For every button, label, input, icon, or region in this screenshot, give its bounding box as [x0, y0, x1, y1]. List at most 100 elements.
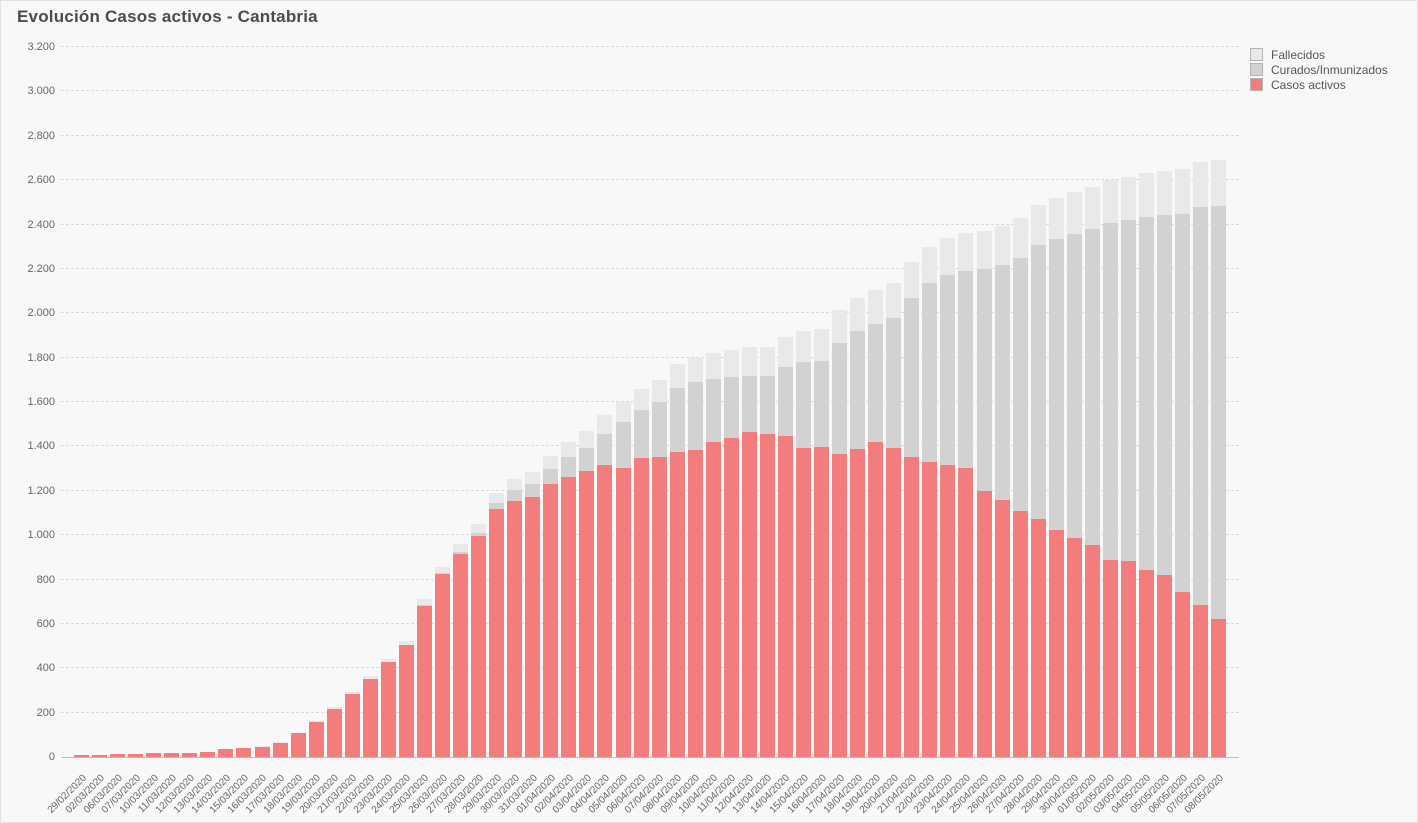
bar-26/03/2020[interactable]	[435, 566, 450, 757]
segment-curados-inmunizados	[579, 447, 595, 471]
gridline-1.000	[61, 534, 1239, 536]
bar-30/04/2020[interactable]	[1066, 192, 1082, 757]
segment-casos-activos	[1084, 545, 1100, 757]
bar-23/04/2020[interactable]	[940, 237, 956, 757]
segment-casos-activos	[1138, 570, 1154, 757]
bar-01/05/2020[interactable]	[1084, 186, 1100, 757]
bar-21/03/2020[interactable]	[344, 692, 360, 757]
bar-01/04/2020[interactable]	[543, 455, 559, 757]
bar-15/03/2020[interactable]	[236, 747, 252, 757]
segment-fallecidos	[579, 430, 595, 448]
bar-19/03/2020[interactable]	[308, 721, 324, 757]
legend-item-fallecidos[interactable]: Fallecidos	[1250, 47, 1388, 62]
bar-31/03/2020[interactable]	[525, 472, 541, 757]
bar-08/04/2020[interactable]	[669, 364, 685, 757]
bar-19/04/2020[interactable]	[868, 289, 884, 757]
bar-12/04/2020[interactable]	[741, 347, 757, 757]
bar-28/04/2020[interactable]	[1030, 204, 1046, 757]
bar-28/03/2020[interactable]	[471, 524, 487, 757]
segment-casos-activos	[326, 708, 342, 757]
bar-06/03/2020[interactable]	[110, 753, 126, 757]
bar-05/05/2020[interactable]	[1157, 171, 1172, 757]
segment-curados-inmunizados	[669, 388, 685, 453]
segment-casos-activos	[976, 490, 992, 757]
bar-02/03/2020[interactable]	[92, 754, 108, 757]
bar-16/04/2020[interactable]	[814, 328, 830, 757]
bar-07/03/2020[interactable]	[128, 753, 144, 757]
bar-02/04/2020[interactable]	[561, 441, 577, 757]
bar-24/04/2020[interactable]	[958, 232, 974, 757]
bar-27/04/2020[interactable]	[1012, 217, 1028, 757]
segment-curados-inmunizados	[850, 331, 866, 449]
bar-22/04/2020[interactable]	[922, 246, 938, 757]
bar-21/04/2020[interactable]	[904, 262, 920, 757]
bar-07/04/2020[interactable]	[651, 379, 667, 757]
bar-04/05/2020[interactable]	[1138, 173, 1154, 757]
segment-casos-activos	[525, 496, 541, 757]
bar-06/04/2020[interactable]	[633, 388, 649, 757]
segment-casos-activos	[561, 477, 577, 757]
bar-24/03/2020[interactable]	[398, 640, 414, 757]
bar-25/03/2020[interactable]	[416, 599, 432, 757]
segment-casos-activos	[1120, 560, 1136, 757]
bar-22/03/2020[interactable]	[362, 676, 378, 757]
segment-fallecidos	[471, 524, 487, 533]
bar-25/04/2020[interactable]	[976, 230, 992, 757]
bar-05/04/2020[interactable]	[615, 402, 631, 757]
legend-item-curados[interactable]: Curados/Inmunizados	[1250, 62, 1388, 77]
bar-20/04/2020[interactable]	[886, 283, 902, 757]
segment-fallecidos	[489, 493, 505, 503]
bar-18/04/2020[interactable]	[850, 297, 866, 757]
bar-20/03/2020[interactable]	[326, 707, 342, 757]
bar-29/02/2020[interactable]	[74, 754, 89, 757]
segment-fallecidos	[814, 328, 830, 361]
bar-27/03/2020[interactable]	[453, 544, 469, 757]
bar-11/03/2020[interactable]	[164, 753, 180, 757]
bar-29/03/2020[interactable]	[489, 493, 505, 757]
segment-fallecidos	[940, 237, 956, 275]
segment-fallecidos	[543, 455, 559, 470]
segment-casos-activos	[759, 433, 775, 757]
plot-area	[61, 46, 1239, 758]
segment-fallecidos	[1102, 180, 1118, 223]
bar-12/03/2020[interactable]	[182, 752, 198, 757]
bar-04/04/2020[interactable]	[597, 415, 613, 757]
bar-16/03/2020[interactable]	[254, 746, 270, 757]
bar-11/04/2020[interactable]	[723, 349, 739, 757]
gridline-3.200	[61, 46, 1239, 47]
bar-10/04/2020[interactable]	[705, 353, 721, 757]
segment-casos-activos	[723, 438, 739, 757]
bar-13/03/2020[interactable]	[200, 751, 216, 757]
gridline-800	[61, 578, 1239, 580]
legend-item-casos-activos[interactable]: Casos activos	[1250, 77, 1388, 92]
bar-30/03/2020[interactable]	[507, 479, 523, 757]
segment-fallecidos	[507, 479, 523, 490]
bar-06/05/2020[interactable]	[1175, 169, 1191, 757]
segment-fallecidos	[723, 349, 739, 377]
bar-14/04/2020[interactable]	[777, 336, 793, 757]
y-tick-2.600: 2.600	[27, 174, 55, 187]
bar-07/05/2020[interactable]	[1193, 162, 1209, 757]
bar-10/03/2020[interactable]	[146, 753, 162, 757]
bar-14/03/2020[interactable]	[218, 748, 234, 757]
bar-23/03/2020[interactable]	[380, 659, 396, 757]
segment-curados-inmunizados	[561, 456, 577, 478]
segment-casos-activos	[1066, 538, 1082, 757]
bar-17/04/2020[interactable]	[832, 310, 848, 757]
segment-casos-activos	[796, 448, 811, 757]
bar-02/05/2020[interactable]	[1102, 180, 1118, 757]
bar-13/04/2020[interactable]	[759, 346, 775, 757]
bar-15/04/2020[interactable]	[796, 331, 811, 757]
bar-03/04/2020[interactable]	[579, 430, 595, 757]
segment-fallecidos	[669, 364, 685, 389]
bar-18/03/2020[interactable]	[290, 732, 306, 757]
segment-curados-inmunizados	[1030, 244, 1046, 520]
bar-08/05/2020[interactable]	[1211, 160, 1227, 757]
bar-29/04/2020[interactable]	[1048, 197, 1064, 757]
segment-fallecidos	[326, 707, 342, 709]
bar-26/04/2020[interactable]	[994, 226, 1010, 757]
bar-09/04/2020[interactable]	[687, 357, 703, 757]
segment-curados-inmunizados	[1175, 213, 1191, 592]
bar-17/03/2020[interactable]	[272, 742, 288, 757]
bar-03/05/2020[interactable]	[1120, 176, 1136, 757]
